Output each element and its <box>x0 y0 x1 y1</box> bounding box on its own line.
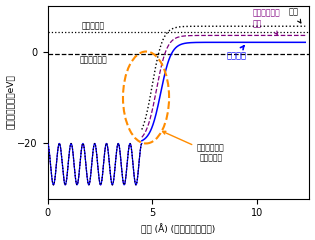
Text: ここの詳細は
考慮しない: ここの詳細は 考慮しない <box>163 131 225 163</box>
Text: 伝導帯下端: 伝導帯下端 <box>82 21 105 30</box>
Text: 水素修飾: 水素修飾 <box>226 46 246 60</box>
Text: 清浄: 清浄 <box>289 8 301 23</box>
Text: 価電子帯上端: 価電子帯上端 <box>80 55 107 64</box>
Y-axis label: ポテンシャル（eV）: ポテンシャル（eV） <box>6 75 14 129</box>
X-axis label: 位置 (Å) (大きい側が真空): 位置 (Å) (大きい側が真空) <box>141 224 216 234</box>
Text: 水素・水酸基
修飾: 水素・水酸基 修飾 <box>253 9 281 34</box>
